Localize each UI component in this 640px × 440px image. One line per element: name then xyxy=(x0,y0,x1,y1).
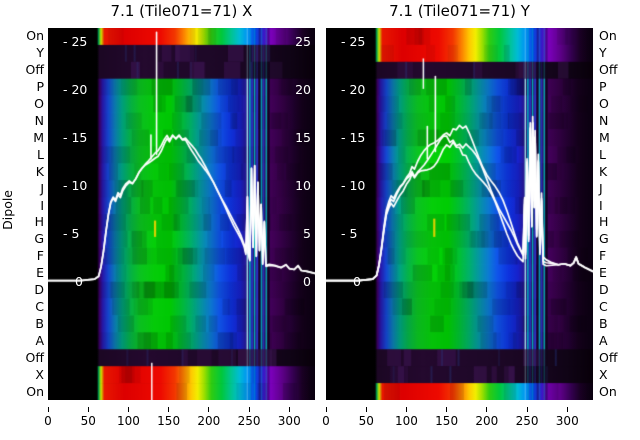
row-label-right-13: F xyxy=(599,248,607,264)
y-tick-right-20-x: 20 xyxy=(295,82,311,97)
row-label-right-19: Off xyxy=(599,349,618,365)
y-tick-left-25-y: - 25 xyxy=(341,34,366,49)
y-tick-left-20-x: - 20 xyxy=(63,82,88,97)
row-label-left-6: M xyxy=(33,129,44,145)
x-tick-label-300-x: 300 xyxy=(277,414,301,428)
row-label-right-3: P xyxy=(599,79,607,95)
row-label-right-16: C xyxy=(599,299,608,314)
row-label-right-8: K xyxy=(599,163,608,179)
x-tick-label-50-x: 50 xyxy=(80,414,96,428)
row-label-left-11: H xyxy=(34,214,44,230)
y-tick-left-25-x: - 25 xyxy=(63,34,88,49)
row-label-right-20: X xyxy=(599,366,608,382)
x-tick-label-250-y: 250 xyxy=(515,414,539,428)
x-axis-plot-y: 0 50 100 150 200 250 300 xyxy=(322,400,593,432)
x-tick-label-100-y: 100 xyxy=(394,414,418,428)
row-label-left-3: P xyxy=(36,79,44,95)
y-tick-right-0-x: 0 xyxy=(303,274,311,289)
x-tickmark-300-y xyxy=(566,407,568,412)
y-tick-left-15-x: - 15 xyxy=(63,130,88,145)
row-label-left-9: J xyxy=(40,180,44,196)
x-tick-label-0-x: 0 xyxy=(44,414,52,428)
row-label-left-4: O xyxy=(34,96,44,112)
x-tickmark-200-y xyxy=(486,407,488,412)
x-tickmark-300-x xyxy=(288,407,290,412)
row-label-left-21: On xyxy=(26,383,44,399)
row-label-right-0: On xyxy=(599,28,617,44)
x-tick-label-0-y: 0 xyxy=(322,414,330,428)
row-label-right-17: B xyxy=(599,315,608,331)
row-label-right-5: N xyxy=(599,113,609,128)
x-tickmark-200-x xyxy=(208,407,210,412)
x-tick-label-250-x: 250 xyxy=(237,414,261,428)
row-label-right-7: L xyxy=(599,146,606,162)
y-tick-left-5-y: - 5 xyxy=(341,226,358,241)
plot-x-area: - 25 25 - 20 20 - 15 15 - 10 10 - 5 5 0 0 xyxy=(48,28,315,400)
row-label-left-2: Off xyxy=(25,62,44,78)
x-tickmark-50-y xyxy=(365,407,367,412)
plot-y-title: 7.1 (Tile071=71) Y xyxy=(389,2,530,20)
y-tick-left-0-x: 0 xyxy=(75,274,83,289)
row-label-right-2: Off xyxy=(599,62,618,78)
y-tick-left-20-y: - 20 xyxy=(341,82,366,97)
x-tickmark-0-x xyxy=(47,407,49,412)
row-label-right-1: Y xyxy=(599,45,607,61)
row-label-left-0: On xyxy=(26,28,44,44)
heatmap-x-canvas xyxy=(48,28,315,400)
x-tick-label-200-y: 200 xyxy=(475,414,499,428)
row-label-left-7: L xyxy=(37,146,44,162)
plot-y-area: - 25 - 20 - 15 - 10 - 5 0 xyxy=(326,28,593,400)
row-label-right-12: G xyxy=(599,231,609,247)
row-label-left-17: B xyxy=(35,315,44,331)
y-tick-right-5-x: 5 xyxy=(303,226,311,241)
row-label-right-9: J xyxy=(599,180,603,196)
y-tick-left-10-x: - 10 xyxy=(63,178,88,193)
row-label-left-13: F xyxy=(36,248,44,264)
row-label-left-8: K xyxy=(35,163,44,179)
row-label-right-14: E xyxy=(599,265,607,281)
y-tick-right-25-x: 25 xyxy=(295,34,311,49)
y-tick-right-10-x: 10 xyxy=(295,178,311,193)
y-tick-left-5-x: - 5 xyxy=(63,226,80,241)
x-tickmark-100-y xyxy=(405,407,407,412)
row-label-right-6: M xyxy=(599,129,610,145)
x-tickmark-50-x xyxy=(87,407,89,412)
y-tick-left-0-y: 0 xyxy=(353,274,361,289)
row-label-right-15: D xyxy=(599,282,609,298)
x-tick-label-150-y: 150 xyxy=(435,414,459,428)
x-tick-label-200-x: 200 xyxy=(197,414,221,428)
x-tickmark-250-y xyxy=(526,407,528,412)
row-label-right-11: H xyxy=(599,214,609,230)
x-tickmark-100-x xyxy=(127,407,129,412)
row-label-left-20: X xyxy=(35,366,44,382)
row-label-right-10: I xyxy=(599,197,603,213)
row-label-left-18: A xyxy=(35,332,44,348)
row-label-left-10: I xyxy=(40,197,44,213)
x-tickmark-150-y xyxy=(446,407,448,412)
row-label-left-14: E xyxy=(36,265,44,281)
row-label-left-16: C xyxy=(35,299,44,314)
x-tick-label-150-x: 150 xyxy=(157,414,181,428)
y-tick-right-15-x: 15 xyxy=(295,130,311,145)
plot-x-title: 7.1 (Tile071=71) X xyxy=(110,2,253,20)
x-tickmark-0-y xyxy=(325,407,327,412)
y-tick-left-15-y: - 15 xyxy=(341,130,366,145)
x-tickmark-150-x xyxy=(168,407,170,412)
row-label-left-19: Off xyxy=(25,349,44,365)
row-label-right-4: O xyxy=(599,96,609,112)
heatmap-y-canvas xyxy=(326,28,593,400)
row-label-right-21: On xyxy=(599,383,617,399)
x-tickmark-250-x xyxy=(248,407,250,412)
y-tick-left-10-y: - 10 xyxy=(341,178,366,193)
x-tick-label-50-y: 50 xyxy=(358,414,374,428)
row-label-left-15: D xyxy=(34,282,44,298)
row-label-left-12: G xyxy=(34,231,44,247)
x-tick-label-100-x: 100 xyxy=(116,414,140,428)
row-label-left-1: Y xyxy=(36,45,44,61)
x-tick-label-300-y: 300 xyxy=(555,414,579,428)
row-label-left-5: N xyxy=(34,113,44,128)
row-label-right-18: A xyxy=(599,332,608,348)
x-axis-plot-x: 0 50 100 150 200 250 300 xyxy=(44,400,315,432)
